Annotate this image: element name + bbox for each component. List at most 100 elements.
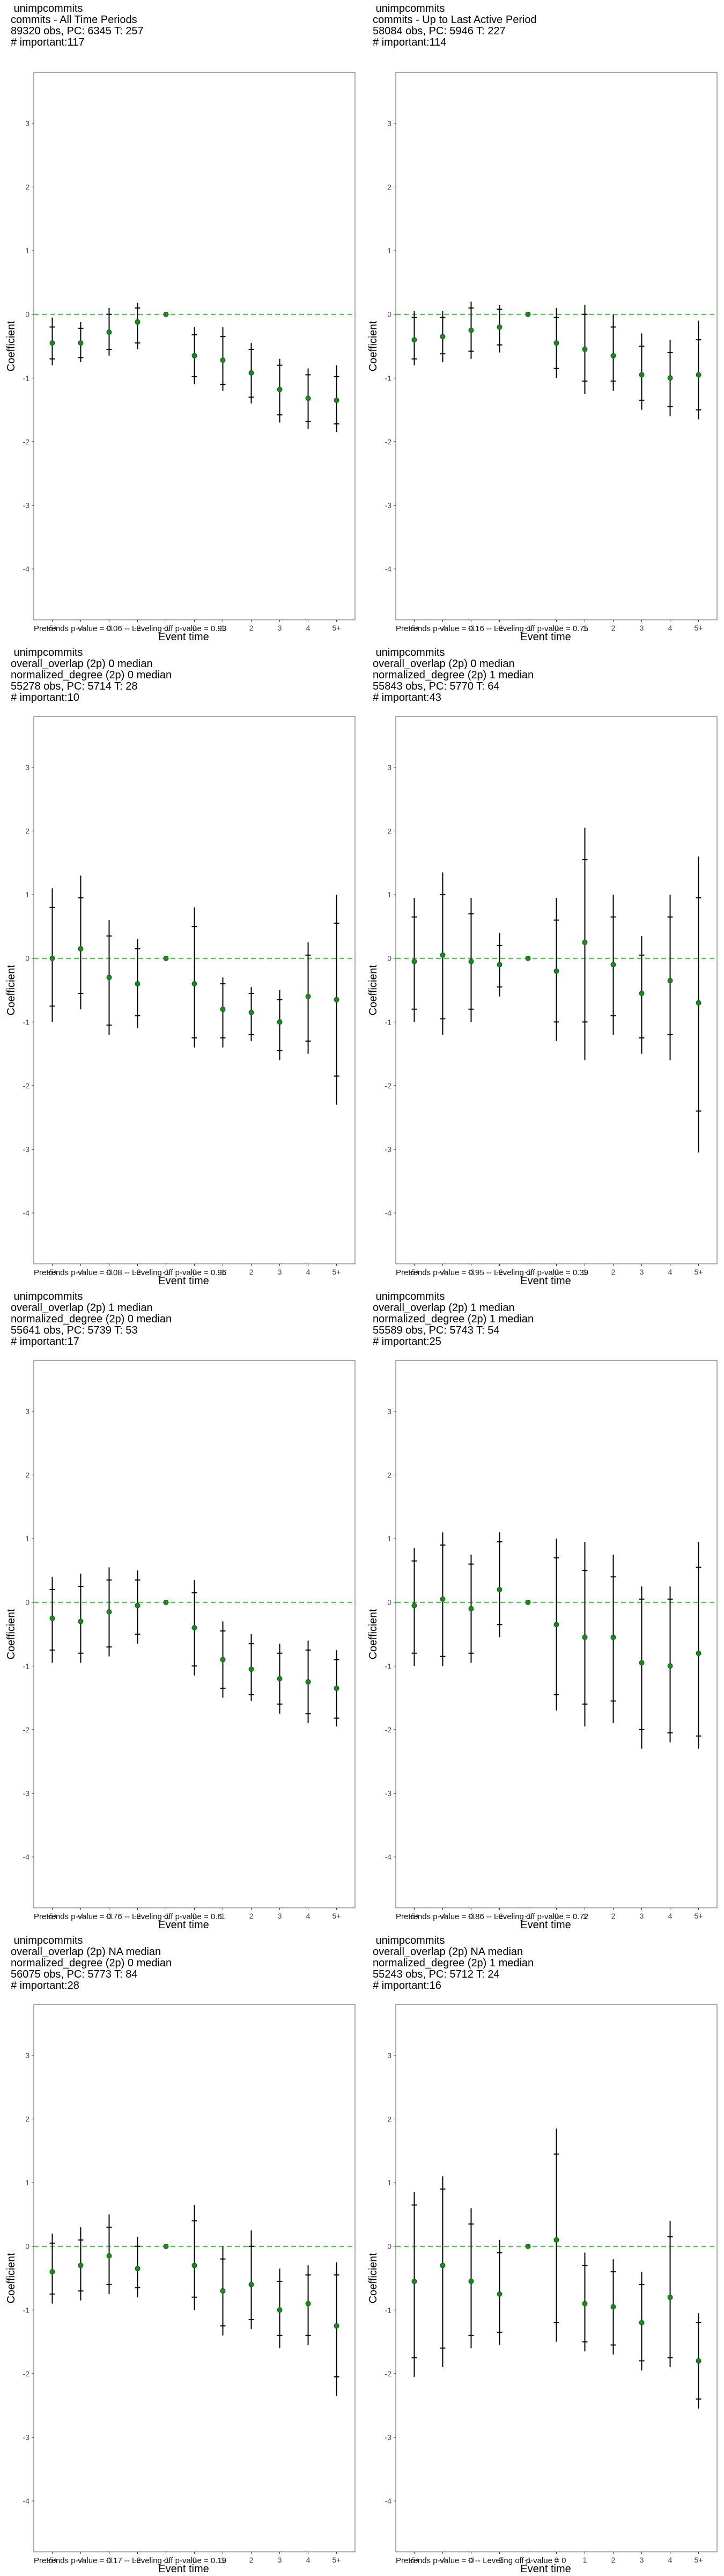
- y-tick-label: -4: [385, 565, 392, 573]
- y-tick-label: -3: [23, 1789, 30, 1798]
- point-estimate: [248, 1009, 254, 1015]
- chart-svg: -4 -3 -2 -1 0 1 2 3 -5+ -4 -3 -2 -1 0 1 2 3 4 5+ Event time…: [5, 1360, 356, 1931]
- title-line: commits - Up to Last Active Period: [373, 14, 537, 26]
- x-tick-label: -5+: [409, 1912, 420, 1920]
- title-line: normalized_degree (2p) 0 median: [11, 1957, 172, 1969]
- x-tick-label: -4: [439, 1912, 446, 1920]
- y-tick-label: -1: [385, 2306, 392, 2314]
- point-estimate: [78, 946, 84, 952]
- y-tick-label: 0: [25, 2242, 29, 2251]
- x-tick-label: 5+: [695, 1912, 703, 1920]
- x-tick-label: -4: [439, 2556, 446, 2564]
- x-tick-label: 3: [278, 1268, 282, 1276]
- y-tick-label: -1: [23, 1018, 30, 1026]
- point-estimate: [191, 981, 197, 987]
- x-tick-label: -2: [134, 1912, 141, 1920]
- y-tick-label: -3: [23, 1145, 30, 1154]
- point-estimate: [334, 997, 339, 1002]
- y-tick-label: -4: [23, 1853, 30, 1861]
- y-tick-label: 0: [25, 310, 29, 319]
- point-estimate: [163, 1599, 169, 1605]
- point-estimate: [696, 1000, 701, 1006]
- point-estimate: [497, 962, 503, 968]
- x-tick-label: -3: [468, 624, 475, 632]
- point-estimate: [582, 2301, 588, 2307]
- title-line: # important:25: [373, 1336, 441, 1348]
- chart-panel: unimpcommits commits - Up to Last Active …: [362, 0, 724, 644]
- title-line: overall_overlap (2p) NA median: [11, 1946, 161, 1958]
- x-tick-label: 1: [221, 1268, 225, 1276]
- point-estimate: [49, 2269, 55, 2275]
- pvalue-footnote: Pretrends p-value = 0.16 -- Leveling off…: [396, 624, 589, 633]
- title-line: unimpcommits: [373, 3, 445, 14]
- x-tick-label: 5+: [333, 1912, 341, 1920]
- y-tick-label: 0: [387, 954, 391, 963]
- x-tick-label: 2: [611, 624, 616, 632]
- y-tick-label: 2: [25, 826, 29, 835]
- x-tick-label: 5+: [695, 1268, 703, 1276]
- chart-svg: -4 -3 -2 -1 0 1 2 3 -5+ -4 -3 -2 -1 0 1 2 3 4 5+ Event time…: [5, 716, 356, 1287]
- y-tick-label: 1: [25, 2178, 29, 2187]
- x-axis-label: Event time: [158, 1275, 209, 1287]
- x-tick-label: 4: [668, 2556, 673, 2564]
- point-estimate: [553, 2237, 559, 2243]
- title-line: overall_overlap (2p) 1 median: [373, 1302, 515, 1314]
- point-estimate: [497, 324, 503, 330]
- y-tick-label: 2: [387, 1470, 391, 1479]
- point-estimate: [610, 353, 616, 358]
- y-tick-label: 2: [25, 182, 29, 191]
- title-line: normalized_degree (2p) 1 median: [373, 1313, 534, 1325]
- point-estimate: [191, 1625, 197, 1631]
- x-tick-label: 3: [278, 624, 282, 632]
- y-tick-label: -1: [385, 374, 392, 382]
- point-estimate: [525, 955, 531, 961]
- y-tick-label: -3: [23, 501, 30, 510]
- chart-title: unimpcommits overall_overlap (2p) NA medi…: [373, 1935, 534, 1992]
- point-estimate: [248, 370, 254, 376]
- x-tick-label: -4: [77, 2556, 84, 2564]
- x-tick-label: 2: [249, 1268, 254, 1276]
- x-tick-label: -4: [77, 1268, 84, 1276]
- y-tick-label: -4: [23, 2497, 30, 2505]
- x-tick-label: -5+: [47, 624, 58, 632]
- point-estimate: [411, 2278, 417, 2284]
- x-tick-label: -4: [439, 624, 446, 632]
- point-estimate: [411, 958, 417, 964]
- point-estimate: [334, 2323, 339, 2329]
- x-tick-label: -2: [496, 2556, 503, 2564]
- title-line: unimpcommits: [373, 647, 445, 658]
- x-tick-label: -3: [468, 1912, 475, 1920]
- y-axis-label: Coefficient: [367, 964, 379, 1015]
- point-estimate: [639, 1660, 645, 1666]
- chart-svg: -4 -3 -2 -1 0 1 2 3 -5+ -4 -3 -2 -1 0 1 2 3 4 5+ Event time…: [367, 1360, 718, 1931]
- point-estimate: [78, 340, 84, 346]
- point-estimate: [78, 1619, 84, 1624]
- y-tick-label: 1: [387, 2178, 391, 2187]
- x-tick-label: -1: [162, 1268, 169, 1276]
- x-tick-label: -2: [134, 1268, 141, 1276]
- title-line: # important:10: [11, 692, 79, 704]
- x-axis-label: Event time: [520, 1919, 571, 1931]
- point-estimate: [49, 340, 55, 346]
- y-tick-label: -3: [385, 501, 392, 510]
- x-tick-label: 4: [668, 1268, 673, 1276]
- point-estimate: [49, 1615, 55, 1621]
- y-tick-label: 1: [25, 890, 29, 899]
- point-estimate: [305, 1679, 311, 1685]
- x-tick-label: 3: [640, 2556, 644, 2564]
- title-line: 55843 obs, PC: 5770 T: 64: [373, 680, 500, 692]
- x-tick-label: -3: [106, 1912, 113, 1920]
- point-estimate: [525, 1599, 531, 1605]
- x-tick-label: 5+: [333, 2556, 341, 2564]
- point-estimate: [411, 1602, 417, 1608]
- point-estimate: [696, 1650, 701, 1656]
- y-tick-label: -4: [23, 1209, 30, 1217]
- y-tick-label: 1: [25, 1534, 29, 1543]
- x-tick-label: -1: [524, 1912, 531, 1920]
- x-tick-label: -3: [106, 624, 113, 632]
- x-tick-label: -5+: [47, 1268, 58, 1276]
- chart-svg: -4 -3 -2 -1 0 1 2 3 -5+ -4 -3 -2 -1 0 1 2 3 4 5+ Event time…: [5, 2004, 356, 2575]
- x-tick-label: -2: [496, 1268, 503, 1276]
- y-tick-label: 3: [387, 763, 391, 772]
- x-tick-label: 4: [306, 1912, 311, 1920]
